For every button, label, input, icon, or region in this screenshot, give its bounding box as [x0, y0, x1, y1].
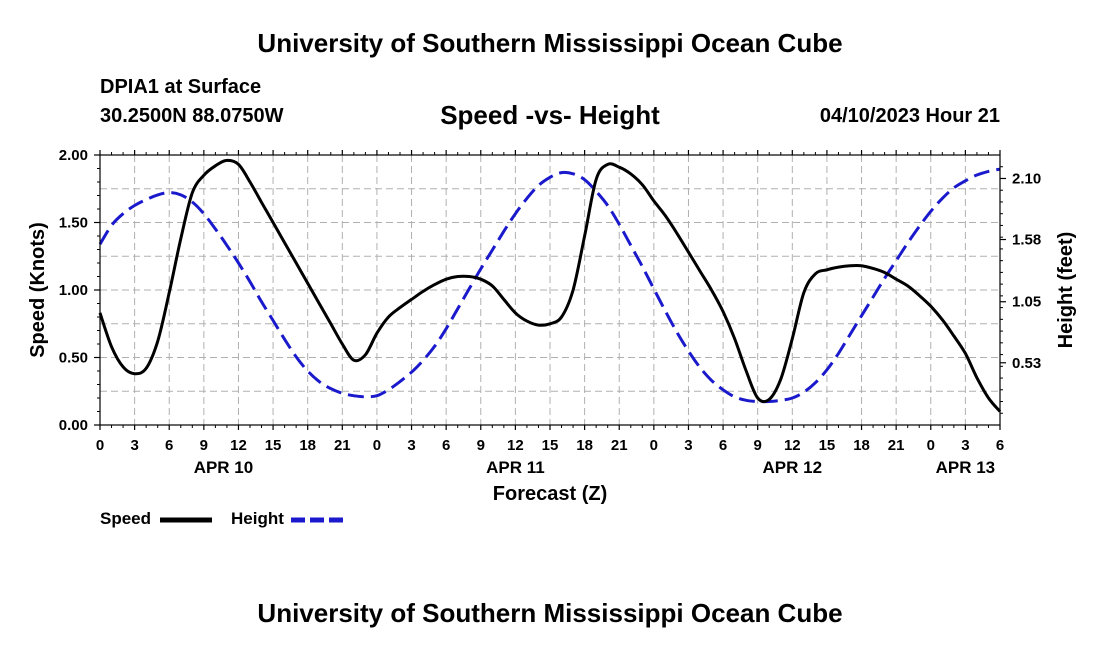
x-tick-label: 12	[784, 437, 801, 454]
date-label: APR 11	[486, 458, 545, 477]
y2-tick-label: 2.10	[1012, 170, 1041, 187]
x-tick-label: 21	[611, 437, 628, 454]
y-tick-label: 1.50	[59, 215, 88, 232]
x-tick-label: 0	[96, 437, 104, 454]
date-label: APR 12	[763, 458, 823, 477]
x-tick-label: 0	[650, 437, 658, 454]
speed-series-line	[98, 158, 1002, 413]
x-tick-label: 6	[442, 437, 450, 454]
axes: 0 3 6 9 12 15 18 21 0 3 6 9 12 15 18 21 0 3 6 9 12 15 18 21 0 3 6A…	[59, 147, 1041, 477]
x-tick-label: 9	[477, 437, 485, 454]
y2-tick-label: 1.58	[1012, 232, 1041, 249]
x-tick-label: 18	[853, 437, 870, 454]
x-tick-label: 6	[165, 437, 173, 454]
series-layer	[98, 158, 1002, 413]
x-tick-label: 9	[754, 437, 762, 454]
date-label: APR 13	[936, 458, 996, 477]
x-tick-label: 3	[684, 437, 692, 454]
x-axis-label: Forecast (Z)	[493, 483, 607, 505]
footer-title: University of Southern Mississippi Ocean…	[257, 598, 843, 628]
x-tick-label: 21	[334, 437, 351, 454]
station-coordinates: 30.2500N 88.0750W	[100, 105, 284, 127]
x-tick-label: 15	[819, 437, 836, 454]
x-tick-label: 0	[927, 437, 935, 454]
y-tick-label: 0.00	[59, 417, 88, 434]
y2-axis-label: Height (feet)	[1055, 232, 1077, 349]
y2-tick-label: 1.05	[1012, 294, 1041, 311]
x-tick-label: 12	[507, 437, 524, 454]
x-tick-label: 0	[373, 437, 381, 454]
grid	[100, 155, 1000, 425]
legend-height-label: Height	[231, 509, 284, 528]
x-tick-label: 21	[888, 437, 905, 454]
x-tick-label: 12	[230, 437, 247, 454]
x-tick-label: 18	[299, 437, 316, 454]
y-axis-label: Speed (Knots)	[27, 222, 49, 358]
y-tick-label: 0.50	[59, 350, 88, 367]
x-tick-label: 6	[996, 437, 1004, 454]
x-tick-label: 3	[961, 437, 969, 454]
station-name: DPIA1 at Surface	[100, 76, 262, 98]
chart-title: Speed -vs- Height	[440, 100, 660, 130]
y2-tick-label: 0.53	[1012, 355, 1041, 372]
y-tick-label: 1.00	[59, 282, 88, 299]
x-tick-label: 15	[542, 437, 559, 454]
x-tick-label: 3	[130, 437, 138, 454]
x-tick-label: 6	[719, 437, 727, 454]
x-tick-label: 9	[200, 437, 208, 454]
x-tick-label: 15	[265, 437, 282, 454]
page-title: University of Southern Mississippi Ocean…	[257, 28, 843, 58]
run-date: 04/10/2023 Hour 21	[819, 105, 1000, 127]
date-label: APR 10	[194, 458, 254, 477]
y-tick-label: 2.00	[59, 147, 88, 164]
x-tick-label: 18	[576, 437, 593, 454]
height-series-line	[98, 167, 1001, 404]
legend-speed-label: Speed	[100, 509, 152, 528]
x-tick-label: 3	[407, 437, 415, 454]
